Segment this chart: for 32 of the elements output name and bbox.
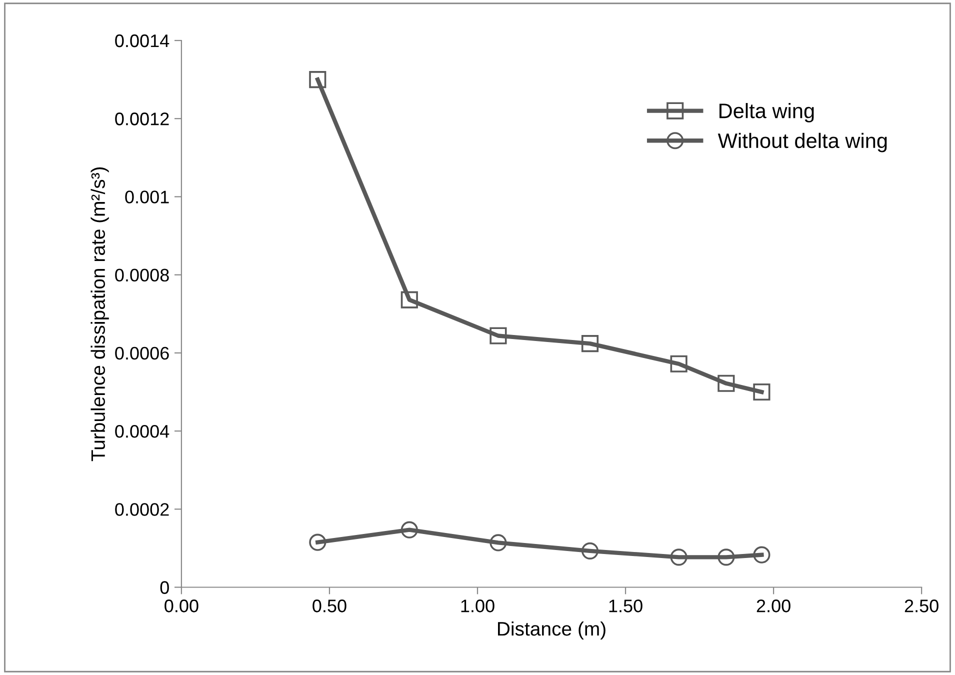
x-tick-label: 2.50 (904, 600, 938, 612)
y-axis-title: Turbulence dissipation rate (m²/s³) (90, 167, 109, 462)
point (490, 327, 507, 344)
point (400, 291, 418, 308)
y-tick-label: 0.0002 (115, 503, 169, 516)
y-tick-label: 0.0006 (115, 346, 169, 360)
point (490, 534, 507, 552)
y-tick-label: 0.0004 (115, 424, 170, 438)
point (309, 71, 326, 88)
y-tick-label: 0.001 (125, 190, 169, 204)
x-axis-title: Distance (m) (498, 621, 606, 640)
point (670, 355, 688, 372)
point (309, 534, 326, 551)
y-tick-label: 0.0014 (115, 34, 170, 48)
x-tick-label: 1.00 (461, 600, 494, 612)
legend-label: Without delta wing (718, 132, 887, 152)
y-tick-label: 0.0012 (115, 112, 169, 126)
point (718, 374, 735, 392)
y-tick-label: 0 (160, 581, 169, 594)
legend-label: Delta wing (720, 102, 814, 122)
point (400, 521, 418, 538)
point (753, 383, 770, 401)
point (670, 548, 688, 566)
point (581, 335, 599, 352)
x-tick-label: 0.00 (164, 600, 198, 612)
point (718, 548, 735, 566)
y-tick-label: 0.0008 (115, 268, 169, 282)
x-tick-label: 1.50 (609, 600, 642, 612)
x-tick-label: 0.50 (312, 600, 346, 612)
point (753, 546, 770, 564)
point (581, 542, 599, 560)
x-tick-label: 2.00 (756, 600, 790, 612)
